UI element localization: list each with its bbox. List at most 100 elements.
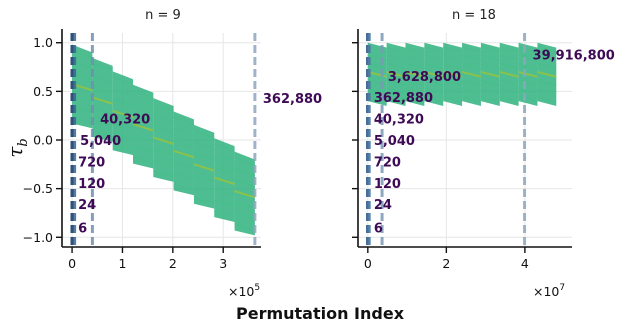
scatter-points [173, 172, 195, 180]
scatter-points [480, 88, 500, 95]
scatter-points [193, 186, 215, 193]
scatter-points [499, 79, 519, 86]
scatter-points [92, 74, 113, 83]
scatter-points [193, 141, 215, 150]
x-tick-label: 3 [219, 256, 227, 271]
annotation-label: 24 [78, 198, 96, 213]
annotation-label: 24 [374, 198, 392, 213]
series-line [386, 70, 406, 78]
scatter-points [386, 46, 406, 53]
scatter-points [480, 62, 500, 70]
scatter-points [153, 159, 174, 167]
scatter-points [461, 88, 482, 95]
scatter-points [92, 63, 113, 72]
scatter-points [153, 170, 174, 177]
scatter-points [386, 62, 406, 70]
x-tick-label: 2 [442, 256, 450, 271]
scatter-points [234, 224, 256, 231]
scatter-points [132, 134, 154, 142]
x-multiplier: ×105 [228, 283, 260, 299]
panel-title: n = 18 [452, 8, 496, 23]
scatter-points [461, 79, 482, 86]
scatter-points [92, 119, 113, 127]
annotation-label: 6 [374, 222, 383, 237]
scatter-points [518, 54, 538, 61]
scatter-points [132, 101, 154, 110]
scatter-points [480, 54, 500, 61]
scatter-points [518, 46, 538, 53]
series-line [518, 70, 538, 78]
scatter-points [461, 62, 482, 70]
scatter-points [424, 79, 444, 86]
scatter-points [214, 143, 235, 153]
scatter-points [405, 96, 425, 103]
scatter-points [193, 197, 215, 204]
scatter-points [173, 139, 195, 147]
x-tick-label: 2 [169, 256, 177, 271]
scatter-points [443, 46, 463, 53]
scatter-points [92, 108, 113, 116]
scatter-points [537, 46, 557, 53]
scatter-points [405, 54, 425, 61]
scatter-points [214, 199, 235, 207]
scatter-points [173, 116, 195, 126]
scatter-points [132, 157, 154, 164]
scatter-points [234, 156, 256, 166]
scatter-points [173, 127, 195, 137]
scatter-points [499, 54, 519, 61]
scatter-points [461, 96, 482, 103]
scatter-points [132, 112, 154, 121]
scatter-points [518, 62, 538, 70]
panel-n18: n = 186241207205,04040,320362,8803,628,8… [352, 8, 615, 299]
annotation-label: 362,880 [374, 91, 433, 106]
scatter-points [405, 46, 425, 53]
scatter-points [153, 148, 174, 156]
scatter-points [443, 54, 463, 61]
scatter-points [92, 130, 113, 137]
x-tick-label: 0 [68, 256, 76, 271]
annotation-label: 720 [374, 155, 401, 170]
scatter-points [480, 46, 500, 53]
scatter-points [112, 76, 134, 86]
scatter-points [367, 62, 387, 70]
scatter-points [214, 154, 235, 163]
scatter-points [386, 96, 406, 103]
scatter-points [193, 174, 215, 183]
scatter-points [112, 132, 134, 140]
scatter-points [405, 62, 425, 70]
scatter-points [424, 46, 444, 53]
scatter-points [367, 88, 387, 95]
scatter-points [153, 125, 174, 134]
scatter-points [153, 103, 174, 112]
scatter-points [193, 152, 215, 161]
scatter-points [405, 79, 425, 86]
scatter-points [461, 46, 482, 53]
scatter-points [234, 167, 256, 177]
annotation-label: 5,040 [374, 134, 415, 149]
series-line [153, 136, 174, 145]
y-tick-label: 1.0 [33, 35, 53, 50]
scatter-points [480, 96, 500, 103]
scatter-points [173, 161, 195, 169]
scatter-points [214, 210, 235, 218]
scatter-points [537, 54, 557, 61]
panel-n9: n = 96241207205,04040,320362,880−1.0−0.5… [23, 8, 322, 299]
y-tick-label: −1.0 [23, 230, 53, 245]
series-line [424, 70, 444, 78]
series-line [499, 70, 519, 78]
y-tick-label: −0.5 [23, 181, 53, 196]
x-tick-label: 4 [521, 256, 529, 271]
scatter-points [153, 114, 174, 123]
scatter-points [424, 96, 444, 103]
annotation-label: 5,040 [80, 134, 121, 149]
series-line [461, 70, 482, 78]
panel-title: n = 9 [145, 8, 181, 23]
series-line [234, 190, 256, 199]
y-tick-label: 0.0 [33, 133, 53, 148]
annotation-label: 3,628,800 [388, 70, 461, 85]
annotation-label: 120 [78, 177, 105, 192]
series-line [405, 70, 425, 78]
scatter-points [424, 54, 444, 61]
scatter-points [214, 188, 235, 196]
